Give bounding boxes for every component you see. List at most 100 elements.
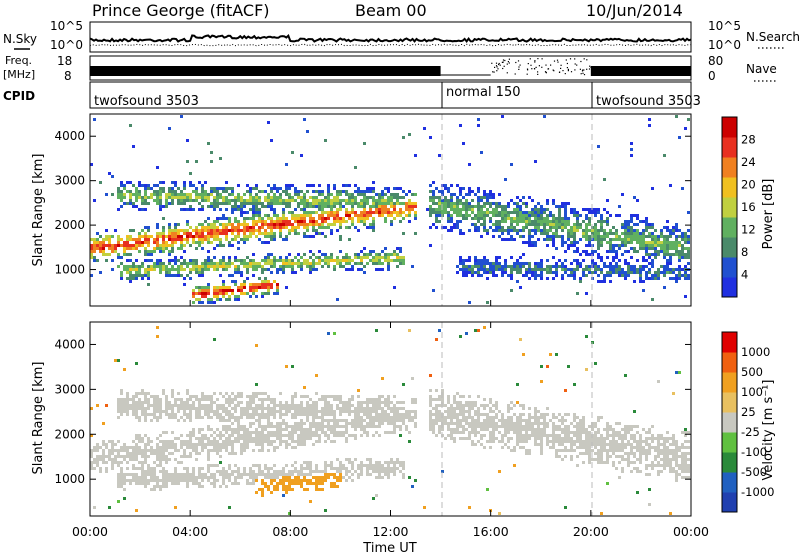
range-cell [174, 184, 177, 187]
range-cell [171, 250, 174, 253]
range-cell [615, 262, 618, 265]
range-cell [321, 259, 324, 262]
range-cell [210, 226, 213, 229]
range-cell [402, 383, 405, 386]
range-cell [225, 398, 228, 401]
range-cell [174, 446, 177, 449]
range-cell [330, 395, 333, 398]
range-cell [540, 262, 543, 265]
range-cell [165, 241, 168, 244]
range-cell [261, 404, 264, 407]
range-cell [474, 425, 477, 428]
range-cell [384, 259, 387, 262]
range-cell [432, 419, 435, 422]
range-cell [669, 277, 672, 280]
range-cell [264, 259, 267, 262]
range-cell [207, 416, 210, 419]
range-cell [618, 244, 621, 247]
range-cell [186, 274, 189, 277]
range-cell [189, 181, 192, 184]
range-cell [474, 193, 477, 196]
range-cell [483, 196, 486, 199]
range-cell [102, 241, 105, 244]
range-cell [243, 292, 246, 295]
range-cell [234, 196, 237, 199]
range-cell [90, 256, 93, 259]
range-cell [459, 220, 462, 223]
range-cell [378, 473, 381, 476]
range-cell [159, 485, 162, 488]
range-cell [228, 467, 231, 470]
range-cell [636, 232, 639, 235]
range-cell [477, 220, 480, 223]
range-cell [132, 404, 135, 407]
range-cell [315, 268, 318, 271]
range-cell [255, 223, 258, 226]
range-cell [681, 250, 684, 253]
range-cell [318, 470, 321, 473]
range-cell [486, 259, 489, 262]
range-cell [177, 271, 180, 274]
range-cell [438, 202, 441, 205]
range-cell [471, 211, 474, 214]
range-cell [126, 277, 129, 280]
range-cell [255, 479, 258, 482]
range-cell [441, 190, 444, 193]
range-cell [336, 199, 339, 202]
range-cell [177, 461, 180, 464]
range-cell [513, 220, 516, 223]
range-cell [480, 443, 483, 446]
range-cell [201, 271, 204, 274]
range-cell [276, 410, 279, 413]
range-cell [300, 464, 303, 467]
range-cell [264, 292, 267, 295]
range-cell [504, 268, 507, 271]
range-cell [483, 419, 486, 422]
range-cell [354, 422, 357, 425]
range-cell [318, 482, 321, 485]
range-cell [675, 238, 678, 241]
range-cell [498, 470, 501, 473]
range-cell [138, 238, 141, 241]
range-cell [141, 479, 144, 482]
range-cell [99, 455, 102, 458]
range-cell [234, 199, 237, 202]
range-cell [90, 467, 93, 470]
range-cell [240, 416, 243, 419]
range-cell [645, 265, 648, 268]
range-cell [279, 410, 282, 413]
range-cell [222, 187, 225, 190]
range-cell [210, 160, 213, 163]
frequency-strip: Freq. [MHz] 18 8 80 0 Nave [3, 54, 777, 83]
range-cell [549, 235, 552, 238]
range-cell [609, 232, 612, 235]
range-cell [213, 256, 216, 259]
range-cell [108, 449, 111, 452]
range-cell [327, 476, 330, 479]
range-cell [186, 389, 189, 392]
nave-label: Nave [746, 62, 777, 76]
range-cell [210, 464, 213, 467]
range-cell [237, 220, 240, 223]
range-cell [144, 274, 147, 277]
range-cell [432, 181, 435, 184]
range-cell [105, 443, 108, 446]
range-cell [189, 268, 192, 271]
range-cell [288, 199, 291, 202]
range-cell [114, 461, 117, 464]
range-cell [336, 220, 339, 223]
range-cell [264, 437, 267, 440]
range-cell [603, 220, 606, 223]
range-cell [156, 190, 159, 193]
range-cell [258, 419, 261, 422]
nave-point [552, 69, 554, 71]
range-cell [687, 238, 690, 241]
range-cell [537, 226, 540, 229]
range-cell [177, 247, 180, 250]
range-cell [141, 244, 144, 247]
range-cell [342, 220, 345, 223]
range-cell [192, 467, 195, 470]
noise-strip: N.Sky 10^5 10^0 10^5 10^0 N.Search [3, 19, 800, 53]
range-cell [528, 214, 531, 217]
range-cell [396, 247, 399, 250]
